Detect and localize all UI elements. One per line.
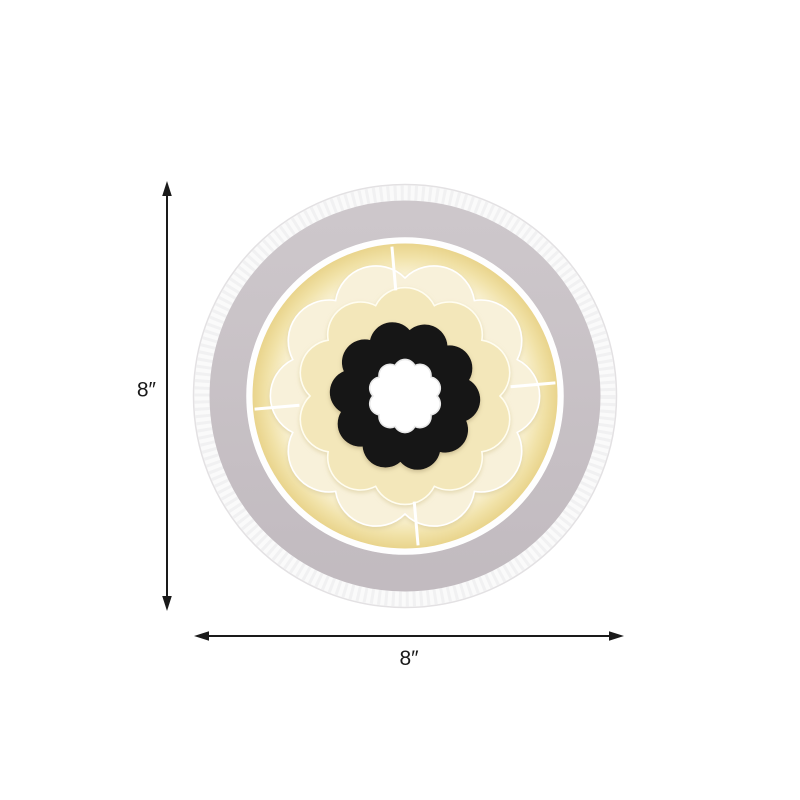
width-dimension-arrow-right-icon [609,631,624,641]
panel-cut-notch-bottom [412,501,420,546]
height-dimension-arrow-up-icon [162,181,172,196]
center-white-flower [368,358,442,434]
panel-cut-notch-left [254,403,300,411]
fixture-gap-ring [246,237,564,555]
height-dimension-label: 8″ [137,379,157,402]
width-dimension-arrow-left-icon [194,631,209,641]
fixture-beveled-rim [194,185,616,607]
panel-cut-notch-top [390,246,398,291]
height-dimension-arrow-down-icon [162,596,172,611]
panel-cut-notches [254,246,556,546]
width-dimension-label: 8″ [399,647,419,670]
panel-cut-notch-right [510,381,556,389]
height-dimension: 8″ [137,181,172,611]
fixture-gray-ring [209,200,601,592]
width-dimension: 8″ [194,631,624,670]
